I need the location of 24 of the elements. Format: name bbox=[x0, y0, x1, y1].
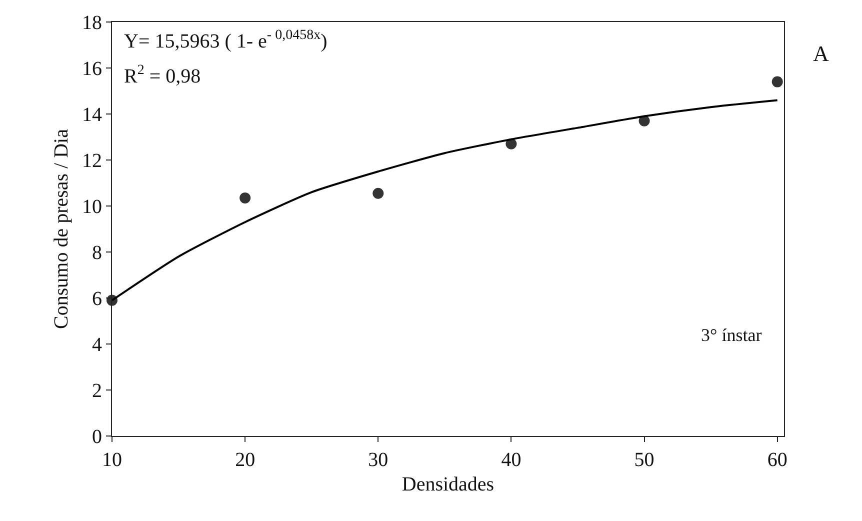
annotation: Y= 15,5963 ( 1- e$^{- 0,0458x}$) bbox=[124, 28, 328, 52]
y-tick-label: 10 bbox=[82, 196, 102, 218]
x-tick-label: 50 bbox=[634, 449, 654, 471]
y-tick-label: 16 bbox=[82, 58, 102, 80]
y-axis-title: Consumo de presas / Dia bbox=[50, 128, 72, 329]
point bbox=[372, 188, 384, 199]
y-tick-label: 14 bbox=[82, 104, 102, 126]
annotation: 3° ínstar bbox=[701, 325, 762, 345]
x-tick-label: 60 bbox=[767, 449, 788, 471]
y-tick-label: 18 bbox=[82, 12, 102, 34]
text: A bbox=[813, 41, 829, 66]
y-tick-label: 2 bbox=[92, 380, 102, 402]
y-tick-label: 0 bbox=[92, 426, 102, 448]
y-tick-label: 4 bbox=[92, 334, 102, 356]
point bbox=[772, 76, 783, 88]
x-tick-label: 30 bbox=[368, 449, 388, 471]
y-tick-label: 8 bbox=[92, 242, 102, 264]
x-tick-label: 20 bbox=[235, 449, 256, 471]
annotation: R$^{2}$ = 0,98 bbox=[124, 63, 201, 88]
x-axis-title: Densidades bbox=[402, 474, 494, 496]
x-tick-label: 40 bbox=[501, 449, 522, 471]
y-tick-label: 12 bbox=[82, 150, 102, 172]
point bbox=[240, 192, 251, 204]
y-tick-label: 6 bbox=[92, 288, 102, 310]
